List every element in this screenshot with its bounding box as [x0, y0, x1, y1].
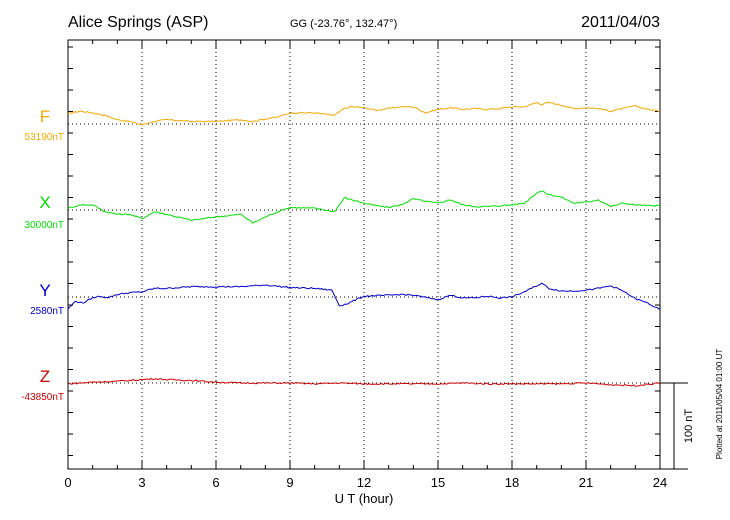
series-line-f — [67, 101, 661, 126]
x-tick-label: 9 — [286, 475, 293, 490]
baselines — [68, 123, 660, 384]
plotted-at-note: Plotted at 2011/05/04 01:00 UT — [715, 349, 724, 460]
x-tick-label: 12 — [357, 475, 371, 490]
series-baseline-x: 30000nT — [25, 220, 64, 231]
scale-bar-label: 100 nT — [683, 409, 695, 444]
series-baseline-y: 2580nT — [30, 306, 64, 317]
series-line-y — [67, 282, 661, 311]
station-coords: GG (-23.76°, 132.47°) — [290, 18, 397, 30]
x-tick-label: 21 — [579, 475, 593, 490]
plot-date: 2011/04/03 — [581, 14, 660, 31]
scale-bar — [660, 382, 688, 470]
x-tick-label: 24 — [653, 475, 667, 490]
series-line-z — [67, 377, 661, 387]
x-tick-label: 3 — [138, 475, 145, 490]
series-name-f: F — [40, 107, 50, 126]
grid — [141, 40, 587, 469]
x-tick-label: 18 — [505, 475, 519, 490]
x-tick-labels: 0 3 6 9 12 15 18 21 24 — [64, 475, 667, 490]
x-axis-label: U T (hour) — [335, 491, 394, 506]
series-name-y: Y — [39, 281, 50, 300]
station-title: Alice Springs (ASP) — [68, 14, 209, 31]
x-tick-label: 15 — [431, 475, 445, 490]
series-labels: F 53190nT X 30000nT Y 2580nT Z -43850nT — [21, 107, 64, 403]
series-name-z: Z — [40, 367, 50, 386]
x-tick-label: 6 — [212, 475, 219, 490]
series-baseline-f: 53190nT — [25, 132, 64, 143]
series-baseline-z: -43850nT — [21, 392, 64, 403]
series-line-x — [67, 190, 661, 224]
axis-ticks — [67, 40, 661, 469]
series-name-x: X — [39, 193, 50, 212]
series-lines — [67, 101, 661, 387]
x-tick-label: 0 — [64, 475, 71, 490]
